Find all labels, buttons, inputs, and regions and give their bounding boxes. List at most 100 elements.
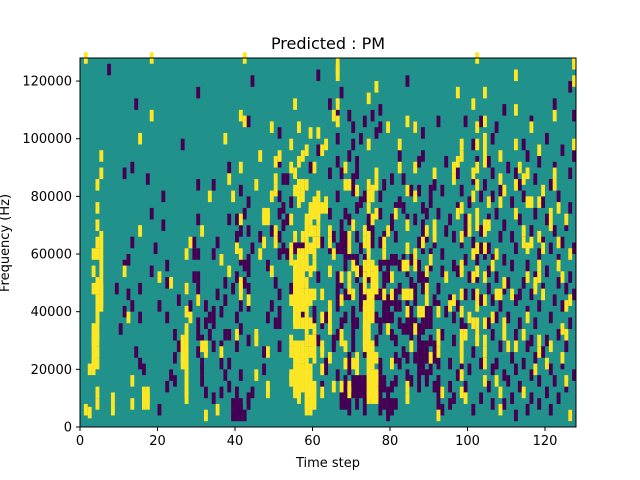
heatmap-cell-high <box>370 184 375 197</box>
heatmap-cell-high <box>95 300 100 312</box>
heatmap-cell-high <box>184 380 189 393</box>
heatmap-cell-high <box>308 242 313 255</box>
heatmap-cell-low <box>541 282 546 295</box>
heatmap-cell-high <box>564 375 569 387</box>
heatmap-cell-low <box>196 317 201 329</box>
heatmap-cell-low <box>471 236 476 249</box>
heatmap-cell-low <box>436 398 441 410</box>
heatmap-cell-high <box>308 346 313 358</box>
heatmap-cell-high <box>300 288 305 301</box>
heatmap-cell-high <box>308 403 313 416</box>
heatmap-cell-high <box>525 196 530 208</box>
heatmap-cell-high <box>304 392 309 404</box>
heatmap-cell-low <box>452 259 456 272</box>
heatmap-cell-high <box>374 265 379 278</box>
heatmap-cell-low <box>359 294 363 306</box>
heatmap-cell-low <box>417 259 422 272</box>
heatmap-cell-high <box>99 254 104 266</box>
heatmap-cell-low <box>390 328 394 341</box>
heatmap-cell-low <box>545 213 549 226</box>
heatmap-cell-high <box>459 369 464 381</box>
heatmap-cell-low <box>355 230 360 243</box>
heatmap-cell-high <box>99 150 104 162</box>
heatmap-cell-high <box>312 380 317 393</box>
heatmap-cell-high <box>502 317 507 329</box>
heatmap-cell-low <box>250 75 255 87</box>
heatmap-cell-low <box>343 288 348 301</box>
heatmap-cell-high <box>355 184 360 197</box>
heatmap-cell-high <box>347 380 352 393</box>
heatmap-cell-low <box>378 190 383 203</box>
heatmap-cell-low <box>498 230 503 243</box>
heatmap-cell-high <box>351 288 356 301</box>
heatmap-cell-low <box>421 242 425 255</box>
heatmap-cell-low <box>393 398 398 410</box>
heatmap-cell-high <box>366 190 371 203</box>
heatmap-cell-low <box>455 167 460 180</box>
heatmap-cell-high <box>293 98 298 110</box>
heatmap-cell-high <box>444 271 449 283</box>
heatmap-cell-high <box>370 259 375 272</box>
heatmap-cell-high <box>269 190 274 203</box>
heatmap-cell-low <box>506 311 511 324</box>
heatmap-cell-high <box>304 219 309 231</box>
heatmap-cell-high <box>347 230 352 243</box>
heatmap-cell-low <box>246 300 251 312</box>
heatmap-cell-high <box>397 138 402 151</box>
heatmap-cell-high <box>95 328 100 341</box>
heatmap-cell-low <box>386 386 391 399</box>
heatmap-cell-low <box>564 219 569 231</box>
heatmap-cell-low <box>502 369 507 381</box>
heatmap-cell-low <box>514 242 518 255</box>
heatmap-cell-high <box>324 138 329 151</box>
heatmap-cell-high <box>483 334 487 347</box>
heatmap-cell-low <box>502 398 507 410</box>
heatmap-cell-high <box>145 392 150 404</box>
heatmap-cell-high <box>312 236 317 249</box>
heatmap-cell-high <box>320 288 325 301</box>
heatmap-cell-high <box>227 173 232 185</box>
heatmap-cell-high <box>386 225 391 237</box>
heatmap-cell-low <box>409 305 414 318</box>
heatmap-cell-low <box>196 346 201 358</box>
heatmap-cell-high <box>328 225 332 237</box>
heatmap-cell-high <box>502 184 507 197</box>
heatmap-cell-high <box>312 334 317 347</box>
heatmap-cell-high <box>304 254 309 266</box>
heatmap-cell-high <box>471 248 476 260</box>
heatmap-cell-low <box>421 363 425 376</box>
heatmap-cell-low <box>242 277 247 289</box>
heatmap-cell-low <box>343 380 348 393</box>
y-axis: 0 20000 40000 60000 80000 100000 120000 <box>22 75 80 436</box>
heatmap-cell-high <box>300 380 305 393</box>
heatmap-cell-high <box>483 294 487 306</box>
heatmap-cell-low <box>339 219 344 231</box>
heatmap-cell-low <box>196 271 201 283</box>
heatmap-cell-high <box>541 288 546 301</box>
heatmap-cell-high <box>405 392 410 404</box>
heatmap-cell-low <box>428 196 433 208</box>
heatmap-cell-low <box>382 375 387 387</box>
heatmap-cell-high <box>339 294 344 306</box>
heatmap-cell-high <box>335 98 340 110</box>
heatmap-cell-low <box>107 63 112 76</box>
heatmap-cell-high <box>362 282 367 295</box>
heatmap-cell-low <box>277 156 282 168</box>
heatmap-cell-high <box>498 173 503 185</box>
heatmap-cell-high <box>200 340 205 353</box>
heatmap-cell-high <box>304 403 309 416</box>
heatmap-cell-high <box>463 392 468 404</box>
heatmap-cell-high <box>180 352 185 364</box>
heatmap-cell-high <box>525 311 530 324</box>
heatmap-cell-high <box>537 346 542 358</box>
heatmap-cell-low <box>541 346 546 358</box>
heatmap-cell-high <box>374 392 379 404</box>
heatmap-cell-high <box>351 259 356 272</box>
heatmap-cell-low <box>541 196 546 208</box>
heatmap-cell-high <box>405 259 410 272</box>
heatmap-cell-high <box>537 259 542 272</box>
heatmap-cell-low <box>238 403 243 416</box>
heatmap-cell-high <box>138 225 143 237</box>
heatmap-cell-high <box>215 403 220 416</box>
heatmap-cell-high <box>308 288 313 301</box>
